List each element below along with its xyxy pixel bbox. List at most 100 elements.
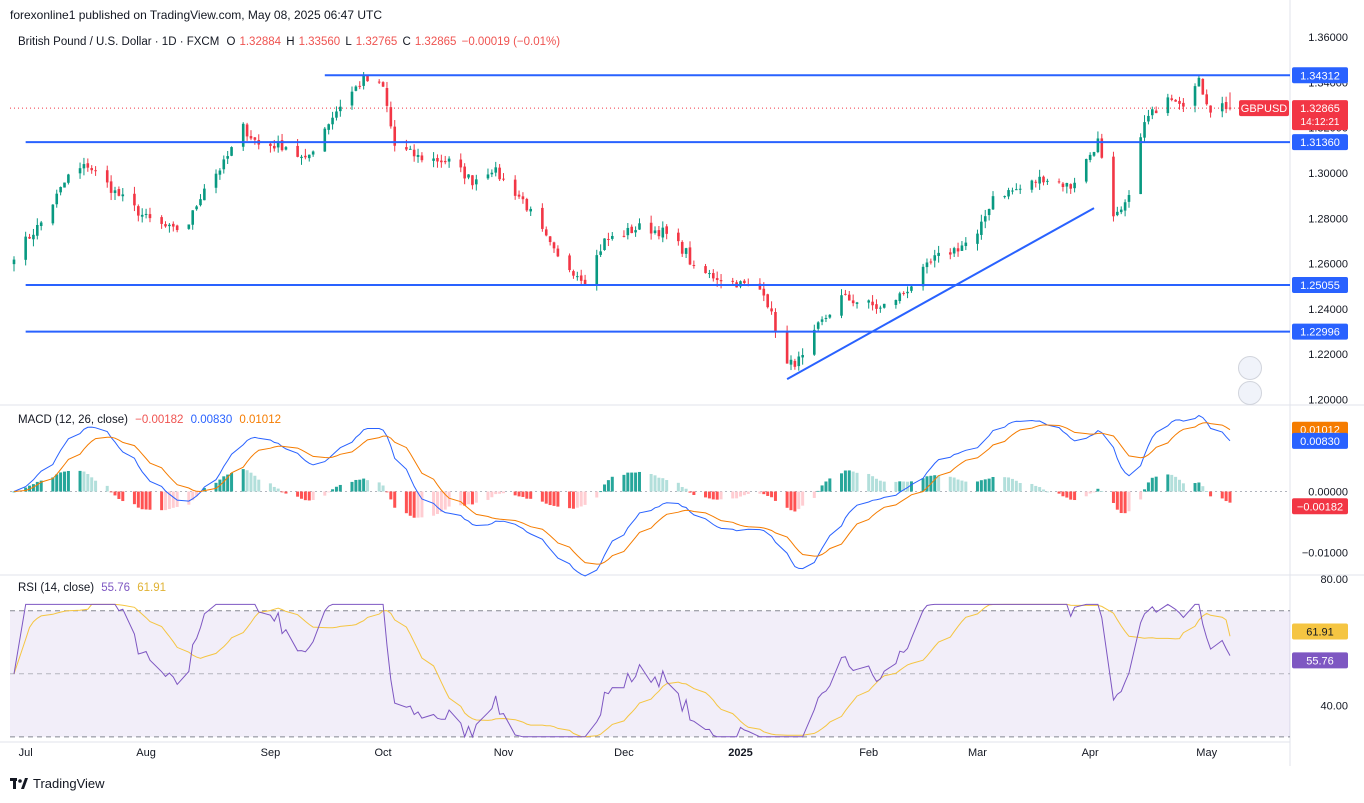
candle [576, 276, 579, 278]
candle [55, 193, 59, 205]
candle [1011, 190, 1014, 192]
candle [280, 140, 284, 151]
low-label: L [345, 36, 352, 48]
candle [307, 154, 311, 159]
macd-histogram-bar [711, 491, 715, 500]
macd-histogram-bar [742, 491, 746, 496]
low-value: 1.32765 [355, 36, 398, 48]
macd-histogram-bar [463, 491, 467, 506]
candle [1151, 109, 1154, 116]
candle [393, 126, 397, 146]
macd-histogram-bar [653, 475, 657, 492]
candle [820, 319, 824, 322]
bar-countdown: 14:12:21 [1301, 117, 1340, 128]
candle [241, 123, 245, 147]
candle [704, 266, 707, 274]
macd-histogram-bar [412, 491, 416, 518]
macd-histogram-bar [801, 491, 805, 506]
macd-histogram-bar [459, 491, 463, 506]
macd-histogram-bar [82, 471, 86, 492]
candle [568, 255, 571, 271]
candle [711, 273, 715, 279]
candle [137, 206, 140, 216]
symbol-title[interactable]: British Pound / U.S. Dollar · 1D · FXCM [18, 36, 220, 48]
price-tick-label: 1.20000 [1308, 394, 1348, 406]
macd-histogram-bar [404, 491, 408, 514]
candle [677, 232, 680, 242]
candle [117, 189, 121, 196]
candle [879, 307, 882, 309]
macd-histogram-bar [719, 491, 723, 500]
candle [191, 210, 195, 225]
macd-histogram-bar [63, 471, 67, 492]
candle [272, 145, 276, 149]
macd-histogram-bar [230, 472, 234, 492]
macd-histogram-bar [253, 475, 257, 492]
macd-histogram-bar [121, 491, 125, 502]
candle [471, 175, 474, 186]
macd-line [13, 414, 1231, 577]
candle [882, 303, 886, 308]
candle [719, 280, 723, 282]
candle [1224, 102, 1228, 110]
macd-histogram-bar [692, 491, 696, 495]
macd-histogram-bar [626, 472, 630, 492]
candle [377, 81, 381, 83]
macd-histogram-bar [840, 473, 844, 492]
tradingview-brand[interactable]: TradingView [10, 776, 105, 791]
time-tick-label: Aug [136, 747, 156, 759]
macd-title[interactable]: MACD (12, 26, close) [18, 414, 128, 426]
macd-histogram-bar [1034, 485, 1038, 492]
macd-histogram-bar [540, 491, 544, 502]
flash-gbp-flag-icon[interactable] [1238, 356, 1262, 380]
candle [855, 302, 859, 304]
candle [1088, 154, 1092, 160]
candle [350, 91, 354, 106]
candle [1123, 202, 1127, 211]
candle [1100, 138, 1104, 158]
candle [432, 158, 435, 161]
candle [32, 234, 35, 240]
macd-histogram-bar [1228, 491, 1232, 503]
candle [311, 151, 315, 155]
macd-histogram-bar [470, 491, 474, 505]
macd-histogram-bar [1205, 491, 1209, 492]
macd-histogram-bar [529, 491, 533, 499]
candle [785, 331, 789, 364]
macd-histogram-bar [1123, 491, 1127, 514]
macd-histogram-bar [583, 491, 587, 505]
candle [626, 227, 630, 236]
macd-histogram-bar [909, 481, 913, 492]
candle [1205, 94, 1208, 105]
candle [552, 242, 556, 249]
macd-histogram-bar [704, 491, 708, 498]
macd-histogram-bar [634, 472, 638, 492]
macd-histogram-bar [385, 491, 389, 493]
macd-histogram-bar [731, 491, 735, 499]
candle [929, 261, 933, 263]
price-tick-label: 1.24000 [1308, 304, 1348, 316]
candle [105, 170, 109, 183]
candle [948, 252, 952, 255]
candle [175, 225, 179, 231]
last-price-label: 1.32865 [1300, 103, 1340, 115]
macd-histogram-bar [637, 471, 641, 492]
macd-histogram-bar [105, 485, 109, 492]
candle [813, 329, 816, 355]
level-price-label: 1.25055 [1300, 280, 1340, 292]
macd-histogram-bar [1139, 491, 1143, 500]
macd-histogram-bar [715, 491, 719, 500]
macd-histogram-bar [1084, 491, 1088, 497]
candle [28, 236, 31, 239]
candle [230, 147, 233, 156]
candle [109, 181, 113, 193]
macd-histogram-bar [599, 491, 603, 493]
rsi-title[interactable]: RSI (14, close) [18, 582, 95, 594]
trendline[interactable] [786, 207, 1095, 380]
macd-histogram-bar [933, 475, 937, 492]
candle [412, 149, 416, 157]
gbp-usd-flags-icon[interactable] [1238, 381, 1262, 405]
candle [187, 224, 191, 229]
level-price-label: 1.34312 [1300, 70, 1340, 82]
